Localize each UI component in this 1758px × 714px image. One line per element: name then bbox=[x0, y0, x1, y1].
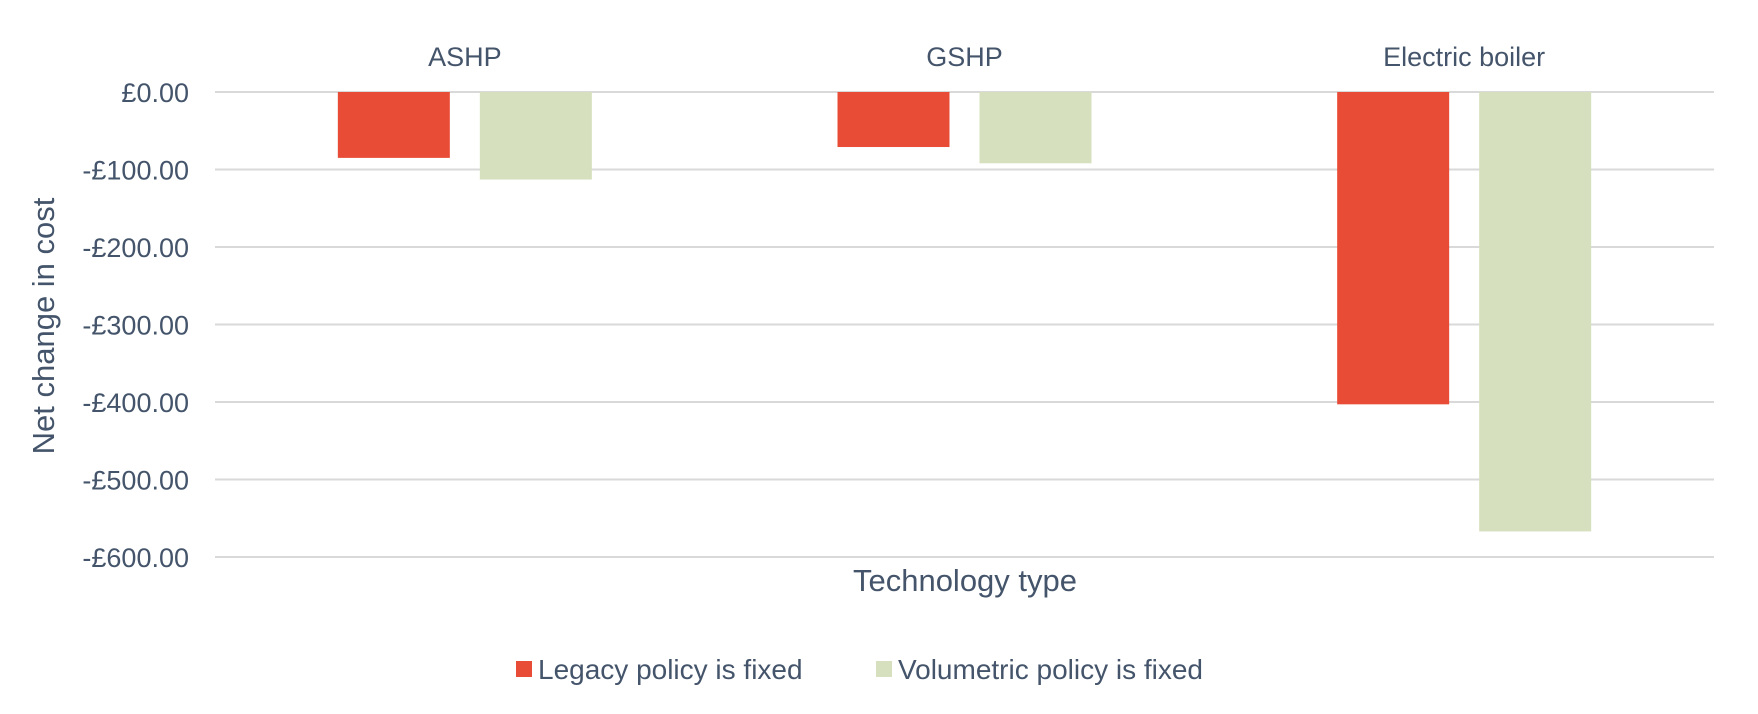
legend: Legacy policy is fixed Volumetric policy… bbox=[516, 654, 1203, 685]
y-tick-label: -£100.00 bbox=[82, 156, 189, 186]
category-label-electric-boiler: Electric boiler bbox=[1383, 42, 1545, 72]
x-axis-title: Technology type bbox=[853, 563, 1077, 598]
bar-gshp-legacy-policy-is-fixed bbox=[837, 92, 950, 148]
y-tick-label: -£300.00 bbox=[82, 311, 189, 341]
legend-swatch-legacy bbox=[516, 661, 532, 677]
y-tick-label: -£200.00 bbox=[82, 233, 189, 263]
bars bbox=[337, 92, 1592, 532]
category-label-ashp: ASHP bbox=[428, 42, 502, 72]
legend-label-legacy: Legacy policy is fixed bbox=[538, 654, 803, 685]
bar-electric-boiler-legacy-policy-is-fixed bbox=[1337, 92, 1450, 405]
y-tick-label: -£500.00 bbox=[82, 466, 189, 496]
category-labels: ASHP GSHP Electric boiler bbox=[428, 42, 1545, 72]
y-tick-label: £0.00 bbox=[121, 78, 189, 108]
y-axis-title: Net change in cost bbox=[26, 197, 61, 454]
legend-label-volumetric: Volumetric policy is fixed bbox=[898, 654, 1203, 685]
y-axis-ticks: £0.00 -£100.00 -£200.00 -£300.00 -£400.00 -£5… bbox=[82, 78, 189, 573]
gridlines bbox=[215, 91, 1714, 558]
y-tick-label: -£400.00 bbox=[82, 388, 189, 418]
bar-ashp-legacy-policy-is-fixed bbox=[337, 92, 450, 158]
category-label-gshp: GSHP bbox=[926, 42, 1003, 72]
bar-ashp-volumetric-policy-is-fixed bbox=[479, 92, 592, 180]
bar-electric-boiler-volumetric-policy-is-fixed bbox=[1479, 92, 1592, 532]
y-tick-label: -£600.00 bbox=[82, 543, 189, 573]
legend-swatch-volumetric bbox=[876, 661, 892, 677]
bar-gshp-volumetric-policy-is-fixed bbox=[979, 92, 1092, 164]
